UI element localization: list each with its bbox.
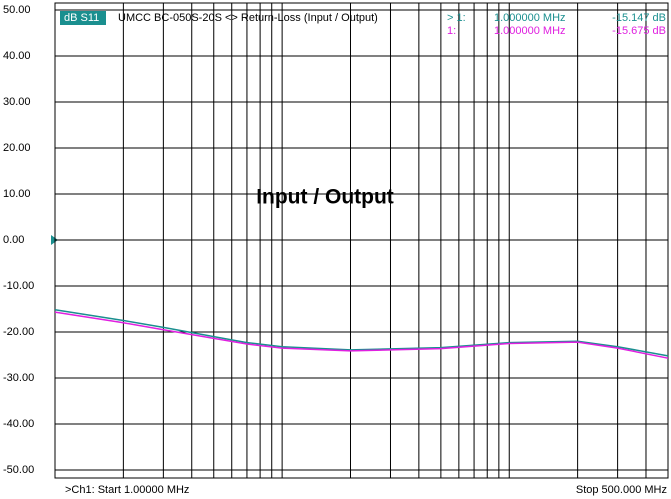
- y-tick-label: 0.00: [3, 234, 24, 246]
- y-tick-label: -30.00: [3, 372, 34, 384]
- y-tick-label: 20.00: [3, 142, 31, 154]
- trace-line: [54, 308, 669, 357]
- chart-title: UMCC BC-050S-20S <> Return-Loss (Input /…: [118, 12, 378, 24]
- marker-id: 1:: [447, 25, 456, 37]
- stop-label: Stop 500.000 MHz: [576, 484, 667, 496]
- trace-line: [54, 311, 669, 359]
- y-tick-label: 50.00: [3, 4, 31, 16]
- y-tick-label: 40.00: [3, 50, 31, 62]
- y-tick-label: 10.00: [3, 188, 31, 200]
- start-label: >Ch1: Start 1.00000 MHz: [65, 484, 189, 496]
- marker-reading: -15.675 dB: [612, 25, 666, 37]
- y-tick-label: -20.00: [3, 326, 34, 338]
- trace-label: dB S11: [64, 12, 99, 24]
- y-tick-label: -10.00: [3, 280, 34, 292]
- marker-id: > 1:: [447, 12, 466, 24]
- trace-label-box: [60, 11, 106, 25]
- marker-reading: -15.147 dB: [612, 12, 666, 24]
- marker-freq: 1.000000 MHz: [494, 12, 566, 24]
- y-tick-label: -40.00: [3, 418, 34, 430]
- marker-freq: 1.000000 MHz: [494, 25, 566, 37]
- y-tick-label: 30.00: [3, 96, 31, 108]
- annotation: Input / Output: [256, 186, 394, 209]
- y-tick-label: -50.00: [3, 464, 34, 476]
